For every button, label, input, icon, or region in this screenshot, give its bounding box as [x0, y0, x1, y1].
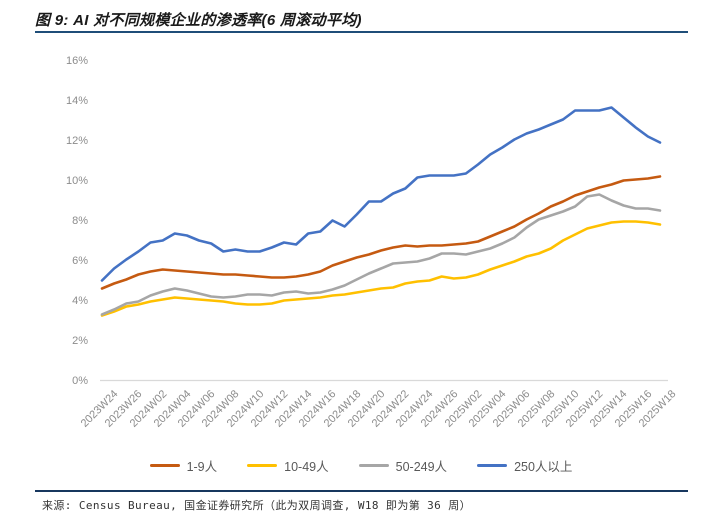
- legend-item: 10-49人: [247, 456, 329, 475]
- legend-label: 10-49人: [284, 459, 329, 474]
- y-tick-label: 16%: [65, 54, 88, 67]
- legend-line-swatch: [477, 463, 508, 467]
- chart-legend: 1-9人 10-49人 50-249人 250人以上: [0, 455, 722, 475]
- legend-item: 50-249人: [358, 456, 448, 475]
- legend-line-swatch: [358, 463, 389, 467]
- y-tick-label: 2%: [72, 334, 88, 347]
- legend-line-swatch: [247, 463, 278, 467]
- y-tick-label: 6%: [72, 254, 88, 267]
- source-note: 来源: Census Bureau, 国金证券研究所（此为双周调查, W18 即…: [42, 499, 472, 512]
- y-tick-label: 14%: [65, 94, 88, 107]
- figure-title: 图 9: AI 对不同规模企业的渗透率(6 周滚动平均): [35, 12, 362, 29]
- legend-label: 250人以上: [514, 459, 573, 474]
- y-tick-label: 4%: [72, 294, 88, 307]
- series-line-3: [100, 106, 662, 282]
- line-chart: 0% 2% 4% 6% 8% 10% 12% 14% 16% 2023W24 2023W26 2024…: [0, 36, 722, 456]
- title-divider: [35, 31, 688, 33]
- legend-label: 50-249人: [395, 459, 448, 474]
- chart-canvas: [100, 106, 668, 382]
- y-tick-label: 8%: [72, 214, 88, 227]
- legend-item: 250人以上: [477, 456, 572, 475]
- legend-line-swatch: [149, 463, 180, 467]
- y-tick-label: 12%: [65, 134, 88, 147]
- series-line-2: [100, 193, 662, 316]
- footer-divider: [35, 490, 688, 492]
- y-tick-label: 0%: [72, 374, 88, 387]
- legend-label: 1-9人: [186, 459, 218, 474]
- legend-item: 1-9人: [149, 456, 218, 475]
- series-line-1: [100, 220, 662, 317]
- series-line-0: [100, 175, 662, 290]
- y-tick-label: 10%: [65, 174, 88, 187]
